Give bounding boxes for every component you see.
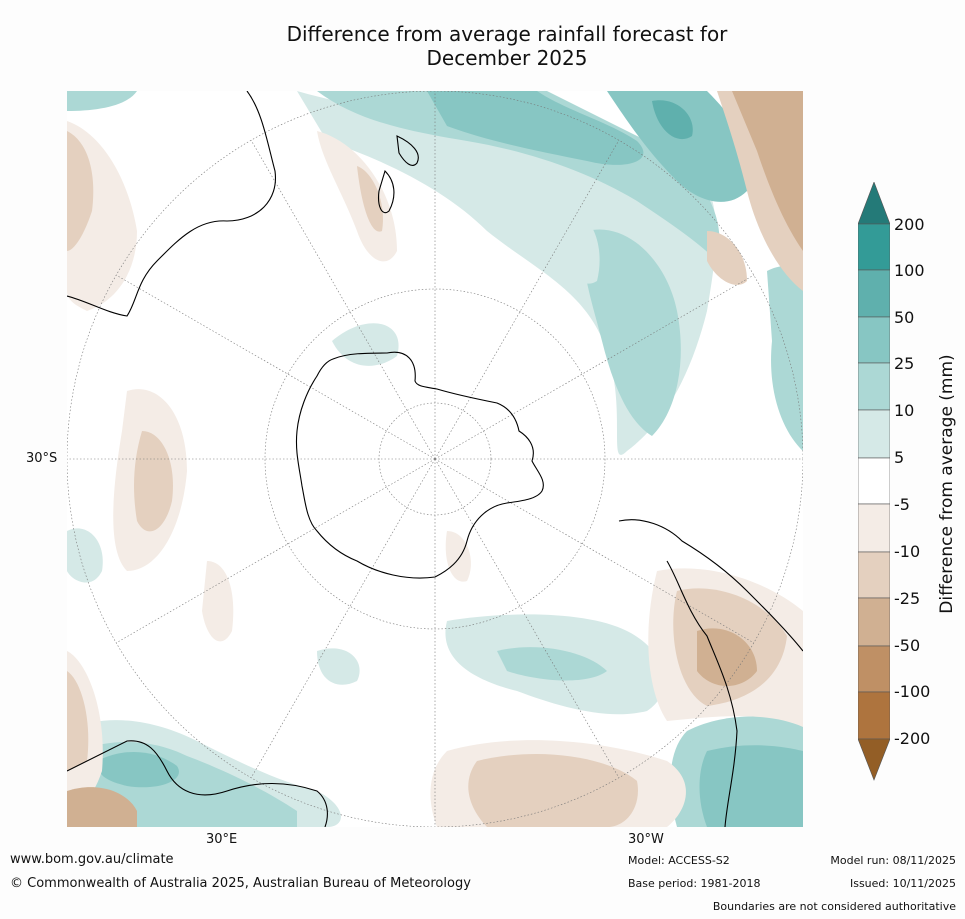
colorbar-band: [858, 362, 890, 411]
colorbar-band: [858, 503, 890, 553]
colorbar-tick: -200: [894, 729, 931, 748]
graticule: [67, 91, 803, 827]
colorbar-band: [858, 645, 890, 693]
colorbar-tick: 10: [894, 401, 915, 420]
antarctica-coastline: [295, 351, 544, 579]
chart-title: Difference from average rainfall forecas…: [0, 22, 965, 70]
model-name: Model: ACCESS-S2: [628, 854, 730, 867]
colorbar-tick: -25: [894, 589, 921, 608]
colorbar-label: Difference from average (mm): [937, 354, 957, 614]
longitude-label-west: 30°W: [628, 832, 664, 847]
website-link[interactable]: www.bom.gov.au/climate: [10, 852, 174, 867]
wet-anomaly-regions: [67, 91, 803, 827]
colorbar-tick: 200: [894, 215, 925, 234]
colorbar-tick: -5: [894, 495, 910, 514]
new-zealand-coastline: [378, 135, 419, 214]
title-line-1: Difference from average rainfall forecas…: [286, 22, 728, 46]
colorbar-band: [858, 691, 890, 740]
issued-date: Issued: 10/11/2025: [849, 877, 956, 890]
colorbar-tick: -50: [894, 636, 921, 655]
colorbar-tick: 100: [894, 261, 925, 280]
australia-coastline: [67, 91, 276, 317]
colorbar-tick: 5: [894, 448, 905, 467]
model-run-date: Model run: 08/11/2025: [830, 854, 956, 867]
colorbar-band: [858, 269, 890, 318]
south-america-coastline: [618, 519, 803, 827]
colorbar-lower-extension: [858, 738, 890, 781]
colorbar-tick: 25: [894, 354, 915, 373]
copyright-text: © Commonwealth of Australia 2025, Austra…: [10, 876, 471, 891]
colorbar-tick: 50: [894, 308, 915, 327]
colorbar-band: [858, 551, 890, 599]
base-period: Base period: 1981-2018: [628, 877, 761, 890]
colorbar-tick: -10: [894, 542, 921, 561]
colorbar-upper-extension: [858, 182, 890, 225]
boundaries-disclaimer: Boundaries are not considered authoritat…: [712, 900, 956, 913]
rainfall-anomaly-map: [67, 91, 803, 827]
coastlines: [67, 91, 803, 827]
colorbar: [858, 182, 890, 781]
africa-coastline: [67, 740, 328, 827]
colorbar-band: [858, 457, 890, 505]
longitude-label-east: 30°E: [206, 832, 238, 847]
colorbar-band: [858, 223, 890, 271]
title-line-2: December 2025: [426, 46, 588, 70]
colorbar-band: [858, 316, 890, 364]
colorbar-tick: -100: [894, 682, 931, 701]
colorbar-band: [858, 597, 890, 647]
colorbar-band: [858, 409, 890, 459]
latitude-label: 30°S: [26, 451, 58, 466]
